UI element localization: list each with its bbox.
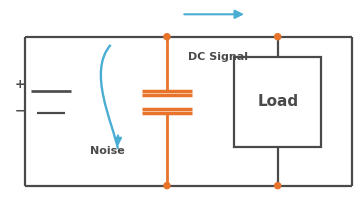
Text: −: − [15, 105, 25, 118]
Circle shape [164, 34, 170, 40]
Text: Load: Load [257, 94, 298, 110]
Text: +: + [15, 78, 25, 91]
Text: Noise: Noise [90, 146, 125, 156]
Circle shape [164, 183, 170, 189]
Circle shape [275, 34, 281, 40]
Text: DC Signal: DC Signal [188, 52, 248, 62]
Circle shape [275, 183, 281, 189]
Bar [234, 57, 321, 147]
